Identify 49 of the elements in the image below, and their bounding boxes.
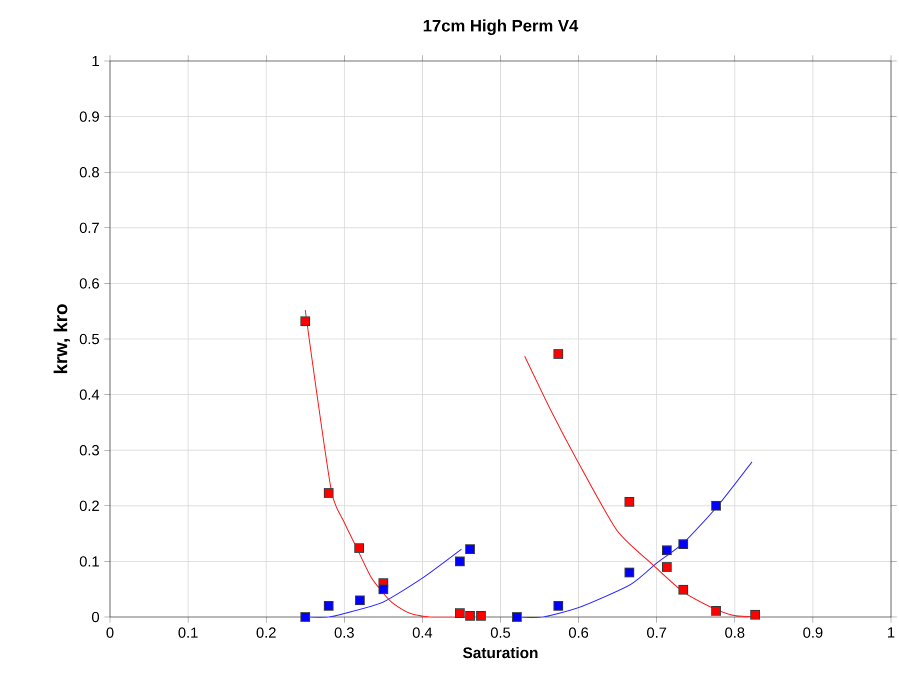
point (354, 543, 364, 553)
chart-title: 17cm High Perm V4 (424, 19, 578, 35)
point (662, 562, 672, 572)
point (300, 316, 310, 326)
point (324, 601, 334, 611)
point (476, 611, 486, 621)
y-tick-label: 0.9 (80, 111, 99, 122)
point (512, 612, 522, 622)
point (324, 488, 334, 498)
point (465, 544, 475, 554)
y-tick-label: 0.4 (80, 389, 100, 400)
y-tick-label: 0 (92, 612, 100, 622)
x-tick-label: 0.2 (256, 627, 276, 638)
y-tick-label: 0.1 (80, 556, 99, 567)
x-tick-label: 0.6 (568, 627, 588, 638)
point (711, 606, 721, 616)
point (465, 611, 475, 621)
x-tick-label: 0.9 (803, 627, 822, 638)
point (662, 545, 672, 556)
point (624, 568, 634, 578)
x-tick-label: 0 (106, 627, 114, 638)
point (750, 610, 760, 620)
y-tick-label: 0.3 (80, 445, 99, 456)
point (711, 500, 721, 511)
point (553, 601, 564, 611)
point (455, 608, 465, 618)
point (300, 612, 310, 622)
y-tick-label: 0.7 (80, 222, 99, 233)
x-axis-title: Saturation (463, 646, 538, 658)
x-tick-label: 0.8 (725, 627, 744, 638)
y-tick-label: 0.2 (80, 500, 99, 511)
point (624, 497, 634, 507)
point (355, 595, 365, 606)
y-axis-title: krw, kro (54, 304, 70, 374)
point (455, 556, 465, 566)
y-tick-label: 0.5 (80, 334, 99, 344)
x-tick-label: 0.4 (412, 627, 432, 638)
y-tick-label: 0.6 (80, 278, 99, 289)
x-tick-label: 0.7 (647, 627, 666, 638)
point (378, 584, 388, 594)
x-tick-label: 1 (888, 627, 894, 638)
x-tick-label: 0.3 (334, 627, 354, 638)
point (678, 539, 688, 550)
x-tick-label: 0.5 (490, 627, 510, 638)
x-tick-label: 0.1 (178, 627, 198, 638)
point (678, 584, 688, 595)
y-tick-label: 0.8 (80, 167, 99, 178)
point (553, 349, 564, 359)
y-tick-label: 1 (92, 56, 99, 66)
